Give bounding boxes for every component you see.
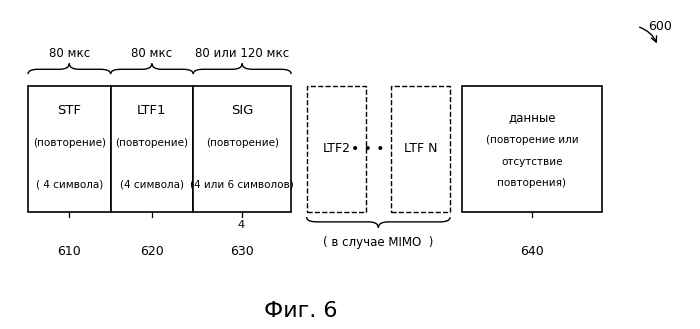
Text: STF: STF [57,104,81,117]
Text: LTF2: LTF2 [322,142,350,155]
Bar [193,86,291,212]
Text: ( 4 символа): ( 4 символа) [36,179,103,189]
Bar [28,86,111,212]
Text: • • •: • • • [351,142,384,156]
Text: отсутствие: отсутствие [501,157,563,166]
Text: 4: 4 [237,220,244,230]
Text: данные: данные [508,111,556,124]
Text: (повторение или: (повторение или [486,135,578,145]
Text: 630: 630 [230,245,254,258]
Text: 610: 610 [57,245,81,258]
Text: (4 символа): (4 символа) [120,179,184,189]
Text: 600: 600 [648,20,672,33]
Text: LTF N: LTF N [404,142,437,155]
Text: (4 или 6 символов): (4 или 6 символов) [190,179,294,189]
Text: ( в случае MIMO  ): ( в случае MIMO ) [323,236,433,249]
Text: 80 мкс: 80 мкс [132,47,172,60]
Text: SIG: SIG [231,104,253,117]
Text: Фиг. 6: Фиг. 6 [265,301,337,321]
Text: (повторение): (повторение) [116,138,188,147]
Text: 80 или 120 мкс: 80 или 120 мкс [195,47,289,60]
Bar [111,86,193,212]
Text: LTF1: LTF1 [137,104,167,117]
Text: 620: 620 [140,245,164,258]
Text: (повторение): (повторение) [33,138,106,147]
Text: 640: 640 [520,245,544,258]
Text: повторения): повторения) [498,178,566,188]
Bar [462,86,602,212]
Text: (повторение): (повторение) [206,138,279,147]
Text: 80 мкс: 80 мкс [49,47,90,60]
Bar [307,86,366,212]
Bar [391,86,450,212]
